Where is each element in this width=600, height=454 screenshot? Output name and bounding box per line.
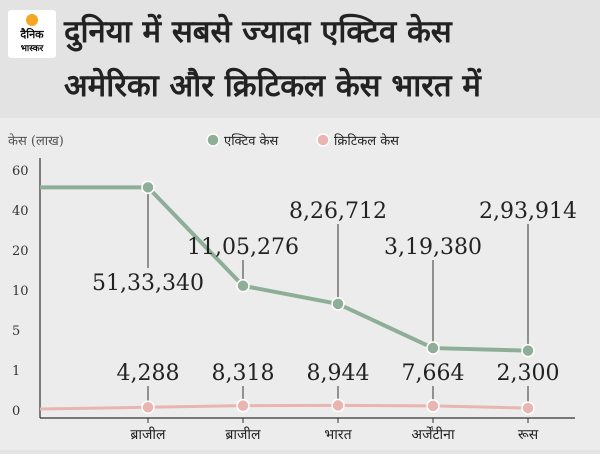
active-data-label: 8,26,712 <box>289 199 387 224</box>
logo-text-line2: भास्कर <box>20 44 44 54</box>
critical-point <box>521 401 535 415</box>
critical-data-label: 7,664 <box>402 361 465 386</box>
legend-marker-active <box>206 133 220 147</box>
chart-title-line1: दुनिया में सबसे ज्यादा एक्टिव केस <box>64 14 452 50</box>
y-tick-label: 40 <box>12 204 29 219</box>
legend-marker-critical <box>316 133 330 147</box>
chart-title-line2: अमेरिका और क्रिटिकल केस भारत में <box>64 68 481 104</box>
critical-data-label: 8,944 <box>307 361 370 386</box>
x-tick-label: ब्राजील <box>130 426 166 443</box>
active-point <box>331 297 345 311</box>
critical-point <box>426 399 440 413</box>
critical-point <box>141 400 155 415</box>
legend-label-active: एक्टिव केस <box>224 133 279 149</box>
x-tick-label: भारत <box>324 427 352 443</box>
critical-point <box>331 398 345 413</box>
active-point <box>426 341 440 355</box>
x-tick-label: रूस <box>518 427 539 443</box>
y-tick-label: 60 <box>12 164 29 179</box>
active-point <box>521 343 535 358</box>
x-tick-label: अर्जेंटीना <box>411 426 455 443</box>
critical-point <box>236 398 250 413</box>
active-point <box>141 180 155 195</box>
active-point <box>236 279 250 293</box>
active-data-label: 3,19,380 <box>384 235 482 260</box>
critical-data-label: 4,288 <box>117 361 180 386</box>
y-tick-label: 0 <box>12 404 20 419</box>
y-tick-label: 1 <box>12 364 20 379</box>
x-tick-label: ब्राजील <box>225 426 261 443</box>
logo-text-line1: दैनिक <box>20 28 44 41</box>
sun-icon <box>26 14 38 26</box>
header: दैनिक भास्कर दुनिया में सबसे ज्यादा एक्ट… <box>0 0 600 118</box>
critical-data-label: 2,300 <box>497 361 560 386</box>
legend-label-critical: क्रिटिकल केस <box>334 133 399 149</box>
active-cases-line <box>40 185 529 353</box>
dainik-bhaskar-logo: दैनिक भास्कर <box>8 10 56 58</box>
active-data-label: 51,33,340 <box>92 271 204 296</box>
y-tick-label: 20 <box>12 244 29 259</box>
critical-data-label: 8,318 <box>212 361 275 386</box>
active-data-label: 2,93,914 <box>479 199 577 224</box>
active-data-label: 11,05,276 <box>187 235 299 260</box>
critical-cases-line <box>39 403 529 411</box>
y-axis-label: केस (लाख) <box>8 133 64 149</box>
y-tick-label: 10 <box>12 284 29 299</box>
y-tick-label: 5 <box>12 324 20 339</box>
chart-area: केस (लाख) 60 40 20 10 5 1 0 ब्राजील ब्राजील भारत अर… <box>0 118 600 450</box>
